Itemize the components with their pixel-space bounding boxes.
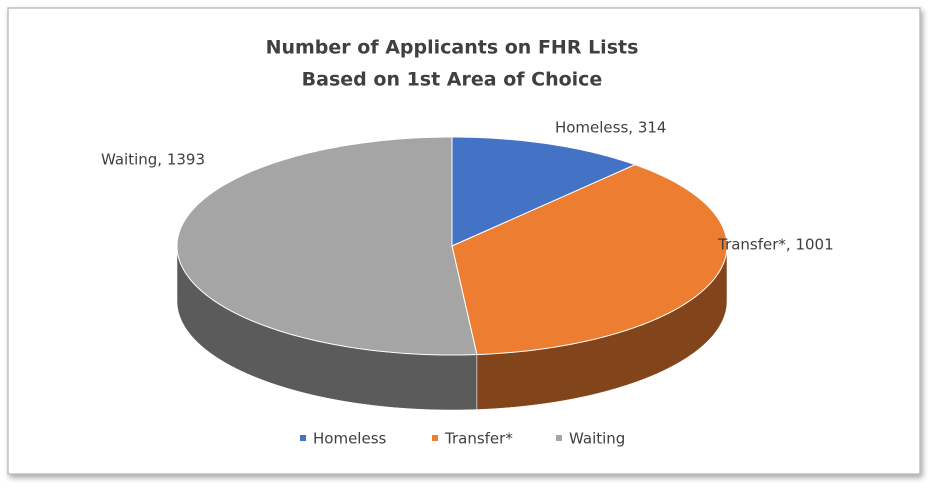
pie-slice — [451, 164, 728, 356]
legend-marker — [556, 435, 562, 441]
data-label: Waiting, 1393 — [101, 151, 205, 169]
chart-title: Based on 1st Area of Choice — [302, 69, 603, 91]
legend-marker — [300, 435, 306, 441]
legend-label: Waiting — [569, 430, 625, 448]
legend-marker — [432, 435, 438, 441]
data-label: Homeless, 314 — [555, 119, 667, 137]
data-label: Transfer*, 1001 — [717, 236, 834, 254]
legend-label: Homeless — [313, 430, 387, 448]
pie-slice — [176, 136, 478, 356]
legend-label: Transfer* — [444, 430, 513, 448]
chart-title: Number of Applicants on FHR Lists — [266, 37, 639, 59]
pie-slice — [451, 136, 637, 247]
